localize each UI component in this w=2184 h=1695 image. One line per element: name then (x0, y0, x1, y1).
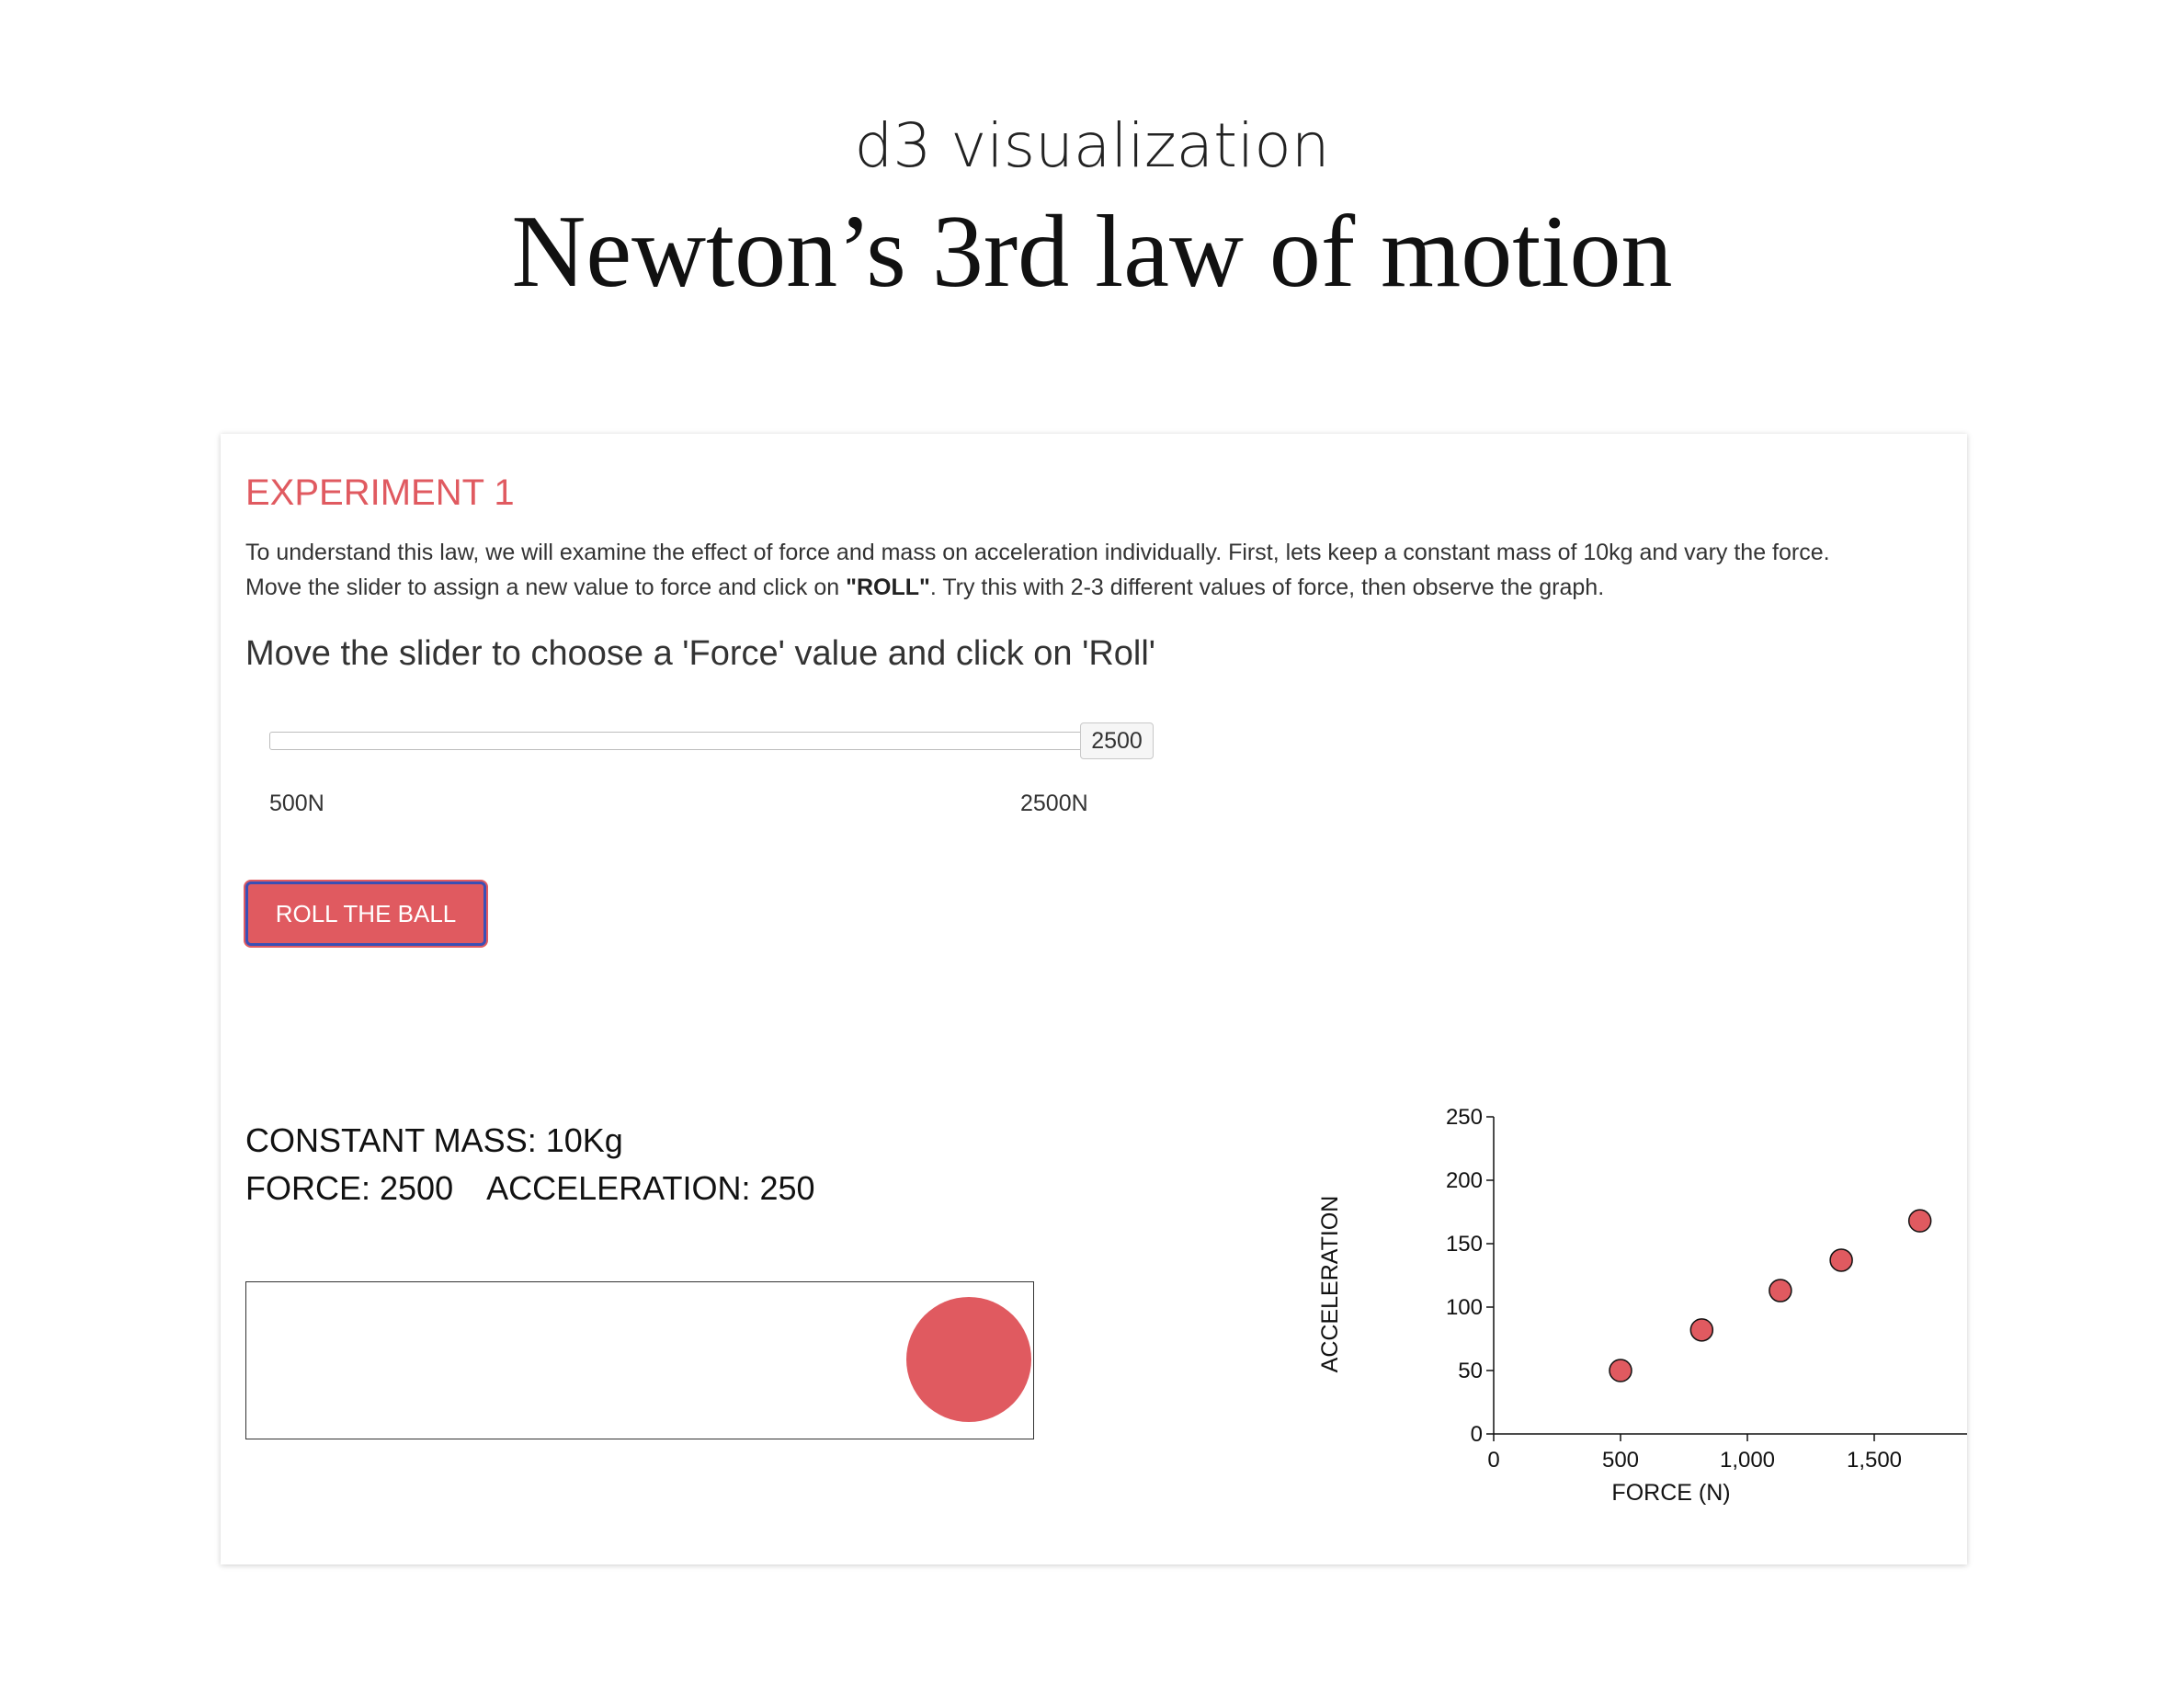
x-tick-label: 500 (1602, 1448, 1639, 1473)
data-point (1689, 1318, 1714, 1342)
page-subtitle: d3 visualization (854, 110, 1330, 181)
force-acceleration-chart: ACCELERATION FORCE (N) 05001,0001,5002,0… (1317, 1105, 1967, 1506)
x-axis-label: FORCE (N) (1611, 1480, 1730, 1506)
force-slider-handle[interactable]: 2500 (1080, 722, 1154, 759)
description-line-1: To understand this law, we will examine … (245, 540, 1830, 565)
y-tick-label: 100 (1446, 1295, 1483, 1320)
acceleration-readout: ACCELERATION: 250 (486, 1169, 815, 1207)
y-tick-label: 150 (1446, 1232, 1483, 1257)
experiment-description: To understand this law, we will examine … (245, 535, 1955, 605)
force-slider-track[interactable] (269, 732, 1098, 750)
description-line-2-post: . Try this with 2-3 different values of … (929, 574, 1605, 600)
ball (906, 1297, 1031, 1422)
data-point (1907, 1209, 1932, 1233)
y-tick-label: 50 (1458, 1359, 1483, 1383)
experiment-card: EXPERIMENT 1 To understand this law, we … (221, 434, 1967, 1564)
y-tick-label: 200 (1446, 1168, 1483, 1193)
x-tick-label: 1,000 (1720, 1448, 1775, 1473)
y-tick-label: 250 (1446, 1105, 1483, 1130)
y-tick-label: 0 (1471, 1422, 1483, 1447)
data-point (1609, 1359, 1632, 1382)
ball-track (245, 1281, 1034, 1439)
force-readout: FORCE: 2500 (245, 1169, 454, 1207)
slider-max-label: 2500N (1020, 791, 1088, 816)
force-acceleration-readout: FORCE: 2500 ACCELERATION: 250 (245, 1169, 815, 1208)
x-tick-label: 0 (1487, 1448, 1499, 1473)
page-title: Newton’s 3rd law of motion (511, 195, 1673, 309)
data-point (1829, 1248, 1853, 1272)
data-point (1769, 1279, 1792, 1303)
experiment-heading: EXPERIMENT 1 (245, 472, 515, 513)
slider-min-label: 500N (269, 791, 324, 816)
constant-mass-readout: CONSTANT MASS: 10Kg (245, 1121, 623, 1159)
x-tick-label: 1,500 (1847, 1448, 1902, 1473)
y-axis-label: ACCELERATION (1317, 1196, 1343, 1373)
slider-prompt: Move the slider to choose a 'Force' valu… (245, 634, 1156, 673)
description-roll-bold: "ROLL" (846, 574, 930, 600)
roll-the-ball-button[interactable]: ROLL THE BALL (245, 882, 486, 946)
description-line-2-pre: Move the slider to assign a new value to… (245, 574, 847, 600)
